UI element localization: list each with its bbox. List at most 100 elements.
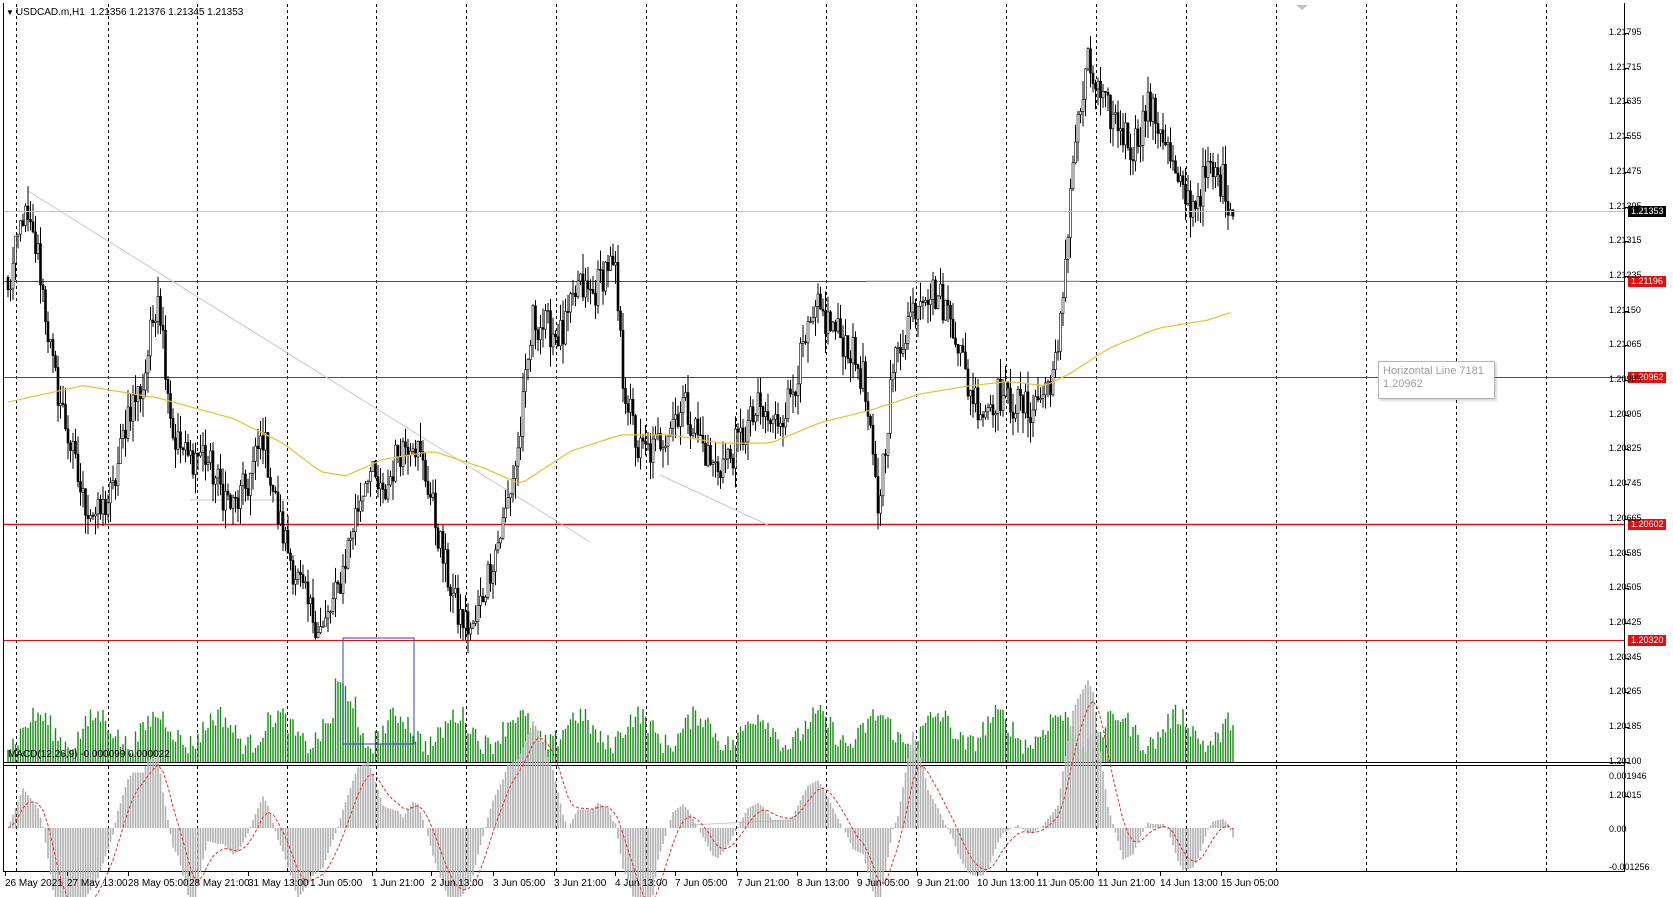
- candle-body: [666, 435, 670, 447]
- candle-body: [129, 406, 132, 422]
- candle-body: [366, 481, 370, 484]
- candle-body: [206, 462, 210, 465]
- candle-body: [479, 595, 482, 606]
- candle-body: [1021, 395, 1025, 414]
- candle-body: [64, 404, 67, 430]
- candle-body: [476, 605, 480, 622]
- volume-bars: [7, 678, 1234, 762]
- candle-body: [944, 299, 947, 321]
- horizontal-line-price-badge: 1.21196: [1628, 275, 1666, 287]
- candle-body: [586, 280, 590, 290]
- candle-body: [1084, 68, 1087, 100]
- candle-body: [419, 440, 422, 453]
- candle-body: [401, 441, 405, 467]
- candle-body: [1209, 161, 1212, 163]
- candle-body: [449, 586, 452, 597]
- candle-body: [321, 625, 325, 628]
- macd-scale-bottom: -0.001256: [1609, 862, 1650, 872]
- selection-rectangle[interactable]: [342, 637, 415, 745]
- candle-body: [1194, 201, 1197, 209]
- candle-body: [496, 542, 500, 551]
- candle-body: [304, 581, 307, 584]
- candle-body: [976, 387, 980, 421]
- candle-body: [764, 411, 767, 417]
- candle-body: [381, 482, 385, 490]
- candle-body: [54, 355, 57, 368]
- candle-body: [29, 219, 32, 223]
- candle-body: [904, 343, 907, 350]
- candle-body: [44, 289, 47, 322]
- candle-body: [41, 284, 45, 291]
- candle-body: [149, 319, 152, 357]
- price-candles: [6, 36, 1235, 654]
- candle-body: [1166, 142, 1170, 146]
- horizontal-lines[interactable]: [4, 281, 1624, 641]
- candle-body: [1001, 395, 1005, 411]
- chart-header: ▼ USDCAD.m,H1 1.21356 1.21376 1.21345 1.2…: [6, 7, 243, 18]
- candle-body: [1134, 128, 1137, 162]
- dropdown-triangle-icon[interactable]: ▼: [6, 8, 14, 17]
- candle-body: [841, 337, 845, 357]
- price-tick-label: 1.20425: [1609, 616, 1642, 627]
- candle-body: [876, 476, 880, 514]
- candle-body: [296, 571, 300, 580]
- macd-histogram: [9, 680, 1234, 897]
- candle-body: [959, 345, 962, 354]
- candle-body: [386, 484, 390, 500]
- candle-body: [274, 490, 277, 493]
- candle-body: [524, 369, 527, 392]
- candle-body: [1094, 83, 1097, 90]
- macd-signal-line: [7, 700, 1234, 897]
- candle-body: [794, 391, 797, 397]
- candle-body: [59, 402, 62, 406]
- candle-body: [906, 316, 910, 344]
- candle-body: [246, 488, 250, 496]
- price-tick-label: 1.20345: [1609, 651, 1642, 662]
- candle-body: [1169, 142, 1172, 162]
- candle-body: [806, 321, 810, 344]
- candle-body: [521, 391, 525, 437]
- candle-body: [56, 367, 60, 406]
- candle-body: [9, 288, 12, 291]
- candle-body: [879, 495, 882, 514]
- candle-body: [754, 415, 757, 423]
- candle-body: [374, 460, 377, 477]
- candle-body: [709, 445, 712, 465]
- candle-body: [724, 458, 727, 461]
- candle-body: [251, 460, 255, 474]
- candle-body: [881, 453, 885, 497]
- candle-body: [896, 346, 900, 349]
- candle-body: [544, 310, 547, 330]
- candle-body: [836, 318, 840, 332]
- candle-body: [194, 453, 197, 475]
- candle-body: [1074, 141, 1077, 164]
- candle-body: [76, 453, 80, 482]
- candle-body: [739, 427, 742, 433]
- candle-body: [541, 327, 545, 330]
- time-tick-label: 10 Jun 13:00: [977, 878, 1035, 889]
- candle-body: [1231, 209, 1235, 217]
- candle-body: [101, 499, 105, 515]
- candle-body: [946, 299, 950, 306]
- time-tick-label: 4 Jun 13:00: [615, 878, 668, 889]
- candle-body: [316, 632, 320, 638]
- candle-body: [11, 262, 15, 290]
- candle-body: [1046, 381, 1050, 384]
- candle-body: [1159, 129, 1162, 134]
- candle-body: [564, 311, 567, 345]
- candle-body: [811, 317, 815, 322]
- candle-body: [1049, 381, 1052, 396]
- candle-body: [336, 581, 340, 585]
- candle-body: [179, 431, 182, 449]
- candle-body: [844, 335, 847, 357]
- chart-shift-marker[interactable]: [1296, 5, 1308, 10]
- candle-body: [1091, 72, 1095, 84]
- candle-body: [546, 310, 550, 312]
- price-tick-label: 1.20985: [1609, 374, 1642, 384]
- candle-body: [111, 480, 115, 483]
- candle-body: [439, 531, 442, 549]
- vertical-grid: [16, 4, 1547, 871]
- candle-body: [36, 243, 40, 254]
- price-tick-label: 1.21715: [1609, 61, 1642, 72]
